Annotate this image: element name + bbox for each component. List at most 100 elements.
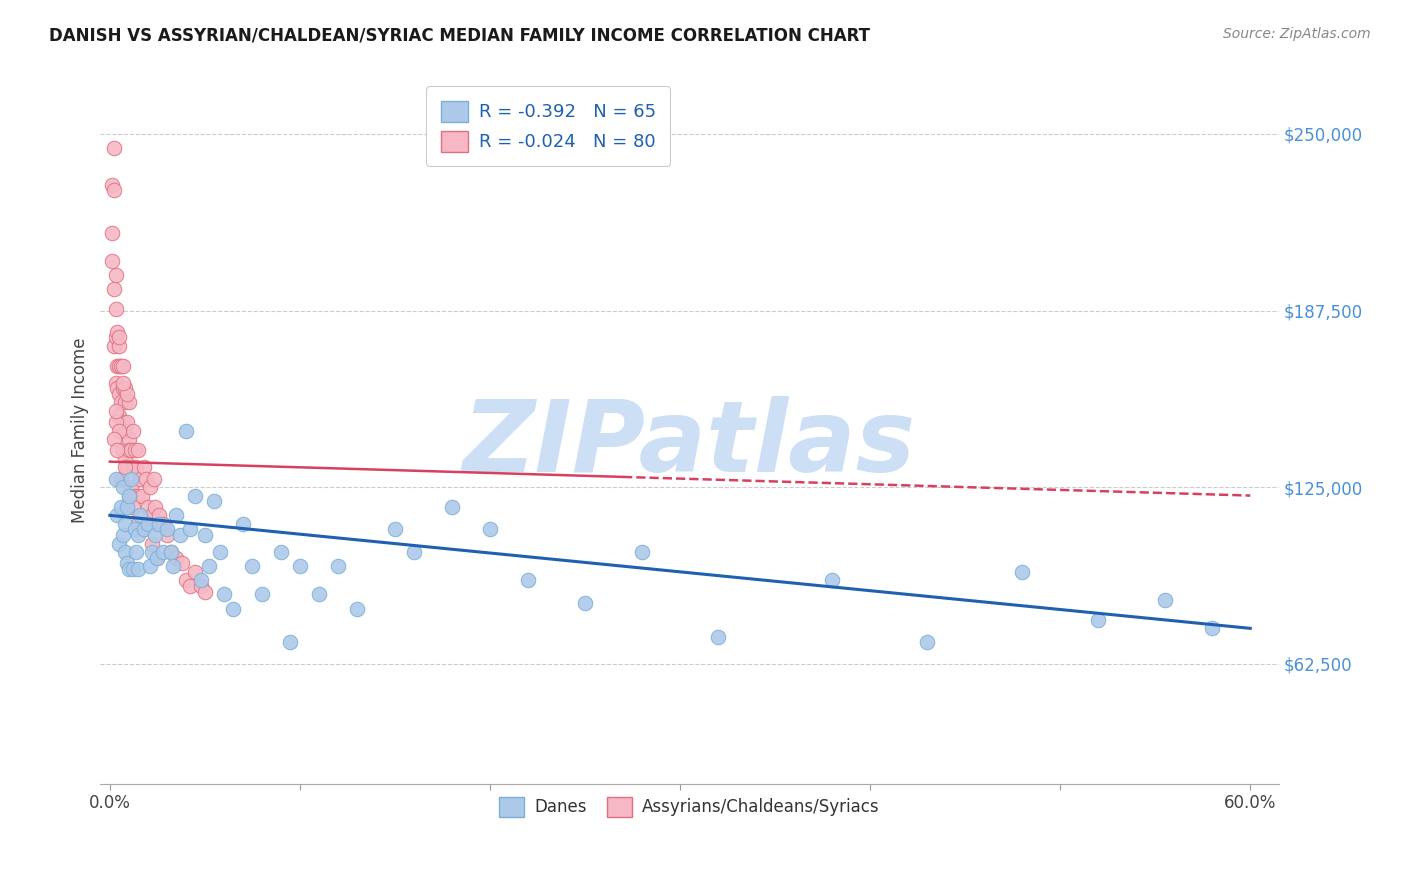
Point (108, 536, 131, 550)
Point (104, 404, 127, 418)
Point (165, 508, 187, 523)
Point (121, 460, 143, 475)
Point (118, 562, 141, 576)
Point (184, 565, 207, 579)
Point (169, 528, 191, 542)
Point (159, 545, 181, 559)
Point (127, 528, 149, 542)
Point (184, 489, 207, 503)
Point (179, 523, 201, 537)
Point (152, 516, 174, 531)
Text: DANISH VS ASSYRIAN/CHALDEAN/SYRIAC MEDIAN FAMILY INCOME CORRELATION CHART: DANISH VS ASSYRIAN/CHALDEAN/SYRIAC MEDIA… (49, 27, 870, 45)
Point (103, 184, 125, 198)
Point (212, 587, 235, 601)
Point (135, 472, 157, 486)
Point (103, 432, 125, 446)
Point (165, 550, 187, 565)
Point (104, 268, 127, 283)
Point (136, 516, 159, 531)
Point (242, 559, 264, 574)
Point (127, 443, 149, 458)
Point (100, 178, 122, 192)
Point (110, 500, 132, 514)
Point (222, 601, 245, 615)
Point (915, 635, 938, 649)
Point (127, 562, 149, 576)
Point (104, 330, 127, 344)
Point (108, 424, 131, 438)
Point (107, 325, 129, 339)
Point (103, 282, 125, 296)
Point (104, 302, 127, 317)
Point (129, 508, 152, 523)
Point (118, 395, 141, 409)
Point (112, 528, 135, 542)
Point (326, 559, 349, 574)
Point (118, 489, 141, 503)
Point (288, 559, 311, 574)
Point (174, 424, 197, 438)
Point (148, 516, 170, 531)
Point (821, 574, 844, 588)
Point (152, 545, 174, 559)
Point (110, 472, 132, 486)
Point (136, 500, 159, 514)
Point (141, 545, 163, 559)
Point (129, 472, 152, 486)
Point (478, 523, 501, 537)
Point (118, 443, 141, 458)
Point (121, 562, 143, 576)
Point (156, 523, 179, 537)
Point (190, 574, 212, 588)
Point (114, 451, 136, 466)
Point (384, 523, 406, 537)
Point (110, 424, 132, 438)
Point (103, 339, 125, 353)
Point (104, 415, 127, 429)
Point (115, 415, 138, 429)
Point (146, 550, 169, 565)
Point (707, 630, 730, 644)
Point (115, 460, 138, 475)
Point (107, 508, 129, 523)
Point (124, 489, 146, 503)
Point (108, 339, 131, 353)
Point (270, 545, 292, 559)
Point (308, 587, 330, 601)
Point (115, 387, 138, 401)
Point (100, 226, 122, 240)
Point (145, 500, 167, 514)
Point (1087, 613, 1109, 627)
Point (159, 545, 181, 559)
Point (232, 516, 254, 531)
Point (146, 516, 169, 531)
Point (1153, 593, 1175, 607)
Point (202, 494, 225, 508)
Point (120, 443, 142, 458)
Point (107, 443, 129, 458)
Point (172, 557, 194, 571)
Text: ZIPatlas: ZIPatlas (463, 396, 917, 493)
Point (114, 424, 136, 438)
Point (139, 559, 162, 574)
Point (125, 545, 148, 559)
Point (100, 254, 122, 268)
Point (114, 545, 136, 559)
Point (103, 141, 125, 155)
Point (118, 432, 141, 446)
Point (132, 460, 155, 475)
Point (127, 516, 149, 531)
Point (145, 528, 167, 542)
Point (110, 359, 132, 373)
Point (115, 557, 138, 571)
Point (402, 545, 425, 559)
Point (115, 500, 138, 514)
Point (174, 574, 197, 588)
Point (197, 559, 219, 574)
Point (280, 635, 302, 649)
Point (112, 480, 135, 494)
Legend: Danes, Assyrians/Chaldeans/Syriacs: Danes, Assyrians/Chaldeans/Syriacs (491, 789, 889, 825)
Point (112, 381, 135, 395)
Point (112, 359, 135, 373)
Point (141, 508, 163, 523)
